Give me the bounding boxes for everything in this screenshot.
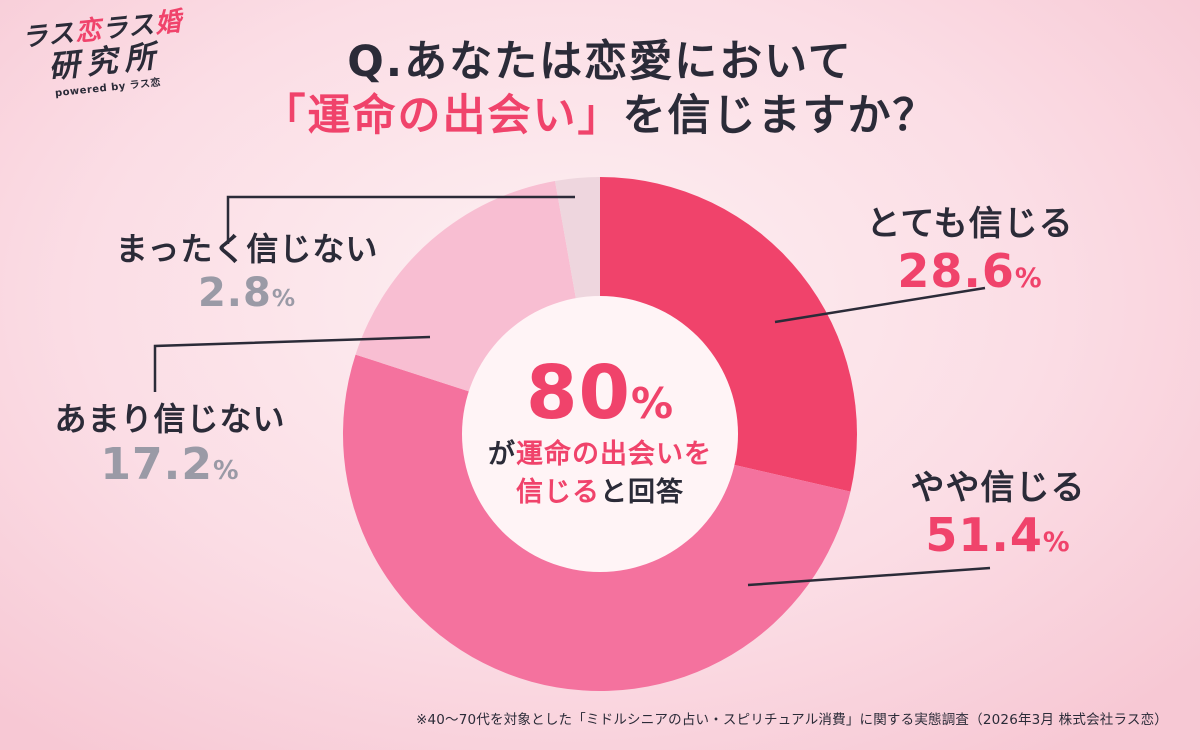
callout-very-believe: とても信じる 28.6% bbox=[848, 196, 1092, 295]
callout-value-unit: % bbox=[212, 456, 240, 486]
center-percentage: 80% bbox=[488, 356, 712, 430]
callout-value-number: 2.8 bbox=[197, 270, 272, 316]
title-line2-highlight: 「運命の出会い」 bbox=[262, 90, 623, 141]
callout-value: 28.6% bbox=[848, 247, 1092, 295]
center-caption-seg: が bbox=[488, 439, 516, 471]
center-percentage-unit: % bbox=[630, 379, 675, 429]
callout-value-number: 17.2 bbox=[100, 439, 213, 490]
center-caption-line1: が運命の出会いを bbox=[488, 436, 712, 474]
callout-value-number: 51.4 bbox=[925, 508, 1043, 562]
callout-value-unit: % bbox=[1014, 263, 1043, 294]
callout-line-not-at-all bbox=[226, 195, 575, 244]
callout-value: 2.8% bbox=[110, 272, 384, 314]
title-line2-rest: を信じますか？ bbox=[622, 90, 938, 141]
title-line2: 「運命の出会い」を信じますか？ bbox=[0, 90, 1200, 144]
page-title: Q.あなたは恋愛において 「運命の出会い」を信じますか？ bbox=[0, 36, 1200, 144]
center-caption-seg: 信じる bbox=[516, 477, 600, 508]
center-caption-line2: 信じると回答 bbox=[488, 474, 712, 512]
callout-somewhat-believe: やや信じる 51.4% bbox=[876, 460, 1120, 559]
callout-value-unit: % bbox=[1042, 527, 1071, 558]
survey-source-footnote: ※40〜70代を対象とした「ミドルシニアの占い・スピリチュアル消費」に関する実態… bbox=[415, 712, 1168, 728]
center-caption-seg: と回答 bbox=[600, 477, 684, 508]
callout-label: あまり信じない bbox=[54, 400, 286, 438]
callout-not-at-all-believe: まったく信じない 2.8% bbox=[110, 224, 384, 314]
title-line1: Q.あなたは恋愛において bbox=[347, 37, 853, 87]
callout-value: 51.4% bbox=[876, 511, 1120, 559]
callout-label: まったく信じない bbox=[115, 230, 379, 268]
callout-value-unit: % bbox=[271, 285, 297, 312]
callout-label: とても信じる bbox=[866, 204, 1074, 244]
logo-seg4: 婚 bbox=[153, 6, 184, 40]
callout-line-very bbox=[774, 286, 986, 324]
donut-hole bbox=[462, 296, 738, 572]
callout-label: やや信じる bbox=[910, 468, 1086, 508]
callout-line-somewhat bbox=[747, 566, 991, 587]
center-caption-seg: 運命の出会いを bbox=[516, 439, 712, 471]
callout-value-number: 28.6 bbox=[897, 244, 1015, 298]
callout-line-not-really bbox=[153, 335, 431, 392]
callout-value: 17.2% bbox=[44, 439, 296, 490]
donut-center-text: 80% が運命の出会いを 信じると回答 bbox=[488, 356, 712, 512]
callout-lines bbox=[153, 195, 991, 587]
center-percentage-number: 80 bbox=[525, 350, 631, 437]
donut-slices bbox=[342, 177, 857, 692]
callout-not-really-believe: あまり信じない 17.2% bbox=[44, 394, 296, 488]
